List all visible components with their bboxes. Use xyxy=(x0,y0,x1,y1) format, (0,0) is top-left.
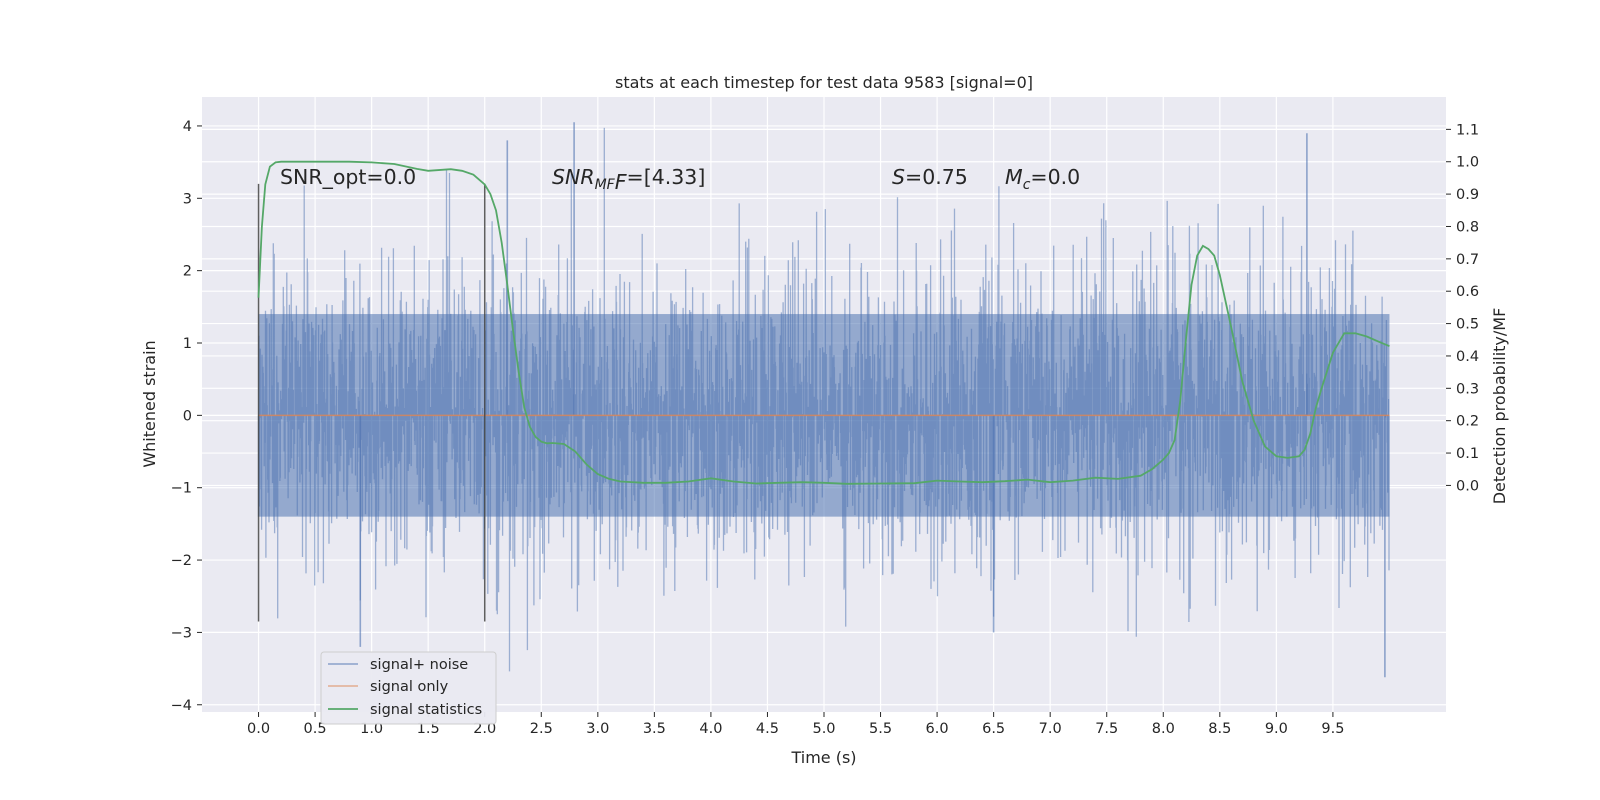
x-tick-label: 7.0 xyxy=(1039,721,1062,737)
y-tick-label: −3 xyxy=(171,625,192,641)
legend-label: signal only xyxy=(370,679,449,695)
y-right-tick-label: 1.1 xyxy=(1456,122,1479,138)
y-tick-label: 0 xyxy=(183,408,192,424)
annotation-s: S=0.75 xyxy=(892,165,968,189)
x-tick-label: 9.5 xyxy=(1321,721,1344,737)
y-tick-label: 2 xyxy=(183,264,192,280)
x-tick-label: 8.5 xyxy=(1208,721,1231,737)
x-tick-label: 5.0 xyxy=(812,721,835,737)
x-tick-label: 1.0 xyxy=(360,721,383,737)
x-tick-label: 0.5 xyxy=(304,721,327,737)
y-axis-label: Whitened strain xyxy=(140,340,159,467)
y-tick-label: 1 xyxy=(183,336,192,352)
x-tick-label: 6.0 xyxy=(926,721,949,737)
x-axis-label: Time (s) xyxy=(790,748,856,767)
x-axis: 0.0 0.5 1.0 1.5 2.0 2.5 3.0 3.5 4.0 4.5 5.0 5.5 6.0 6… xyxy=(247,712,1344,737)
x-tick-label: 1.5 xyxy=(417,721,440,737)
y-right-tick-label: 1.0 xyxy=(1456,155,1479,171)
y-tick-label: 3 xyxy=(183,191,192,207)
x-tick-label: 5.5 xyxy=(869,721,892,737)
x-tick-label: 0.0 xyxy=(247,721,270,737)
y-axis-left: 4 3 2 1 0 −1 −2 −3 −4 xyxy=(171,119,202,714)
y-right-tick-label: 0.7 xyxy=(1456,252,1479,268)
y-right-tick-label: 0.9 xyxy=(1456,187,1479,203)
annotation-snr-opt: SNR_opt=0.0 xyxy=(280,165,416,190)
vertical-markers xyxy=(257,183,486,622)
legend-label: signal statistics xyxy=(370,702,482,718)
y-axis-right-label: Detection probability/MF xyxy=(1490,308,1509,505)
annotation-mc: Mc=0.0 xyxy=(1005,165,1080,193)
y-tick-label: −2 xyxy=(171,553,192,569)
y-right-tick-label: 0.1 xyxy=(1456,446,1479,462)
x-tick-label: 6.5 xyxy=(982,721,1005,737)
y-right-tick-label: 0.6 xyxy=(1456,284,1479,300)
y-axis-right: 1.1 1.0 0.9 0.8 0.7 0.6 0.5 0.4 0.3 0.2 0.1 0.0 xyxy=(1446,122,1479,494)
x-tick-label: 3.0 xyxy=(586,721,609,737)
chart-title: stats at each timestep for test data 958… xyxy=(615,73,1033,92)
y-right-tick-label: 0.0 xyxy=(1456,478,1479,494)
y-tick-label: −1 xyxy=(171,481,192,497)
y-right-tick-label: 0.5 xyxy=(1456,317,1479,333)
y-right-tick-label: 0.3 xyxy=(1456,381,1479,397)
x-tick-label: 3.5 xyxy=(643,721,666,737)
x-tick-label: 8.0 xyxy=(1152,721,1175,737)
x-tick-label: 9.0 xyxy=(1265,721,1288,737)
legend: signal+ noise signal only signal statist… xyxy=(320,651,497,725)
x-tick-label: 2.0 xyxy=(473,721,496,737)
x-tick-label: 4.0 xyxy=(699,721,722,737)
y-right-tick-label: 0.4 xyxy=(1456,349,1479,365)
y-right-tick-label: 0.2 xyxy=(1456,414,1479,430)
series-signal-statistics xyxy=(257,160,1390,485)
annotation-snr-mf: SNRMFF=[4.33] xyxy=(552,165,705,194)
legend-label: signal+ noise xyxy=(370,657,468,673)
y-tick-label: 4 xyxy=(183,119,192,135)
y-right-tick-label: 0.8 xyxy=(1456,219,1479,235)
x-tick-label: 7.5 xyxy=(1095,721,1118,737)
y-tick-label: −4 xyxy=(171,698,192,714)
x-tick-label: 4.5 xyxy=(756,721,779,737)
x-tick-label: 2.5 xyxy=(530,721,553,737)
